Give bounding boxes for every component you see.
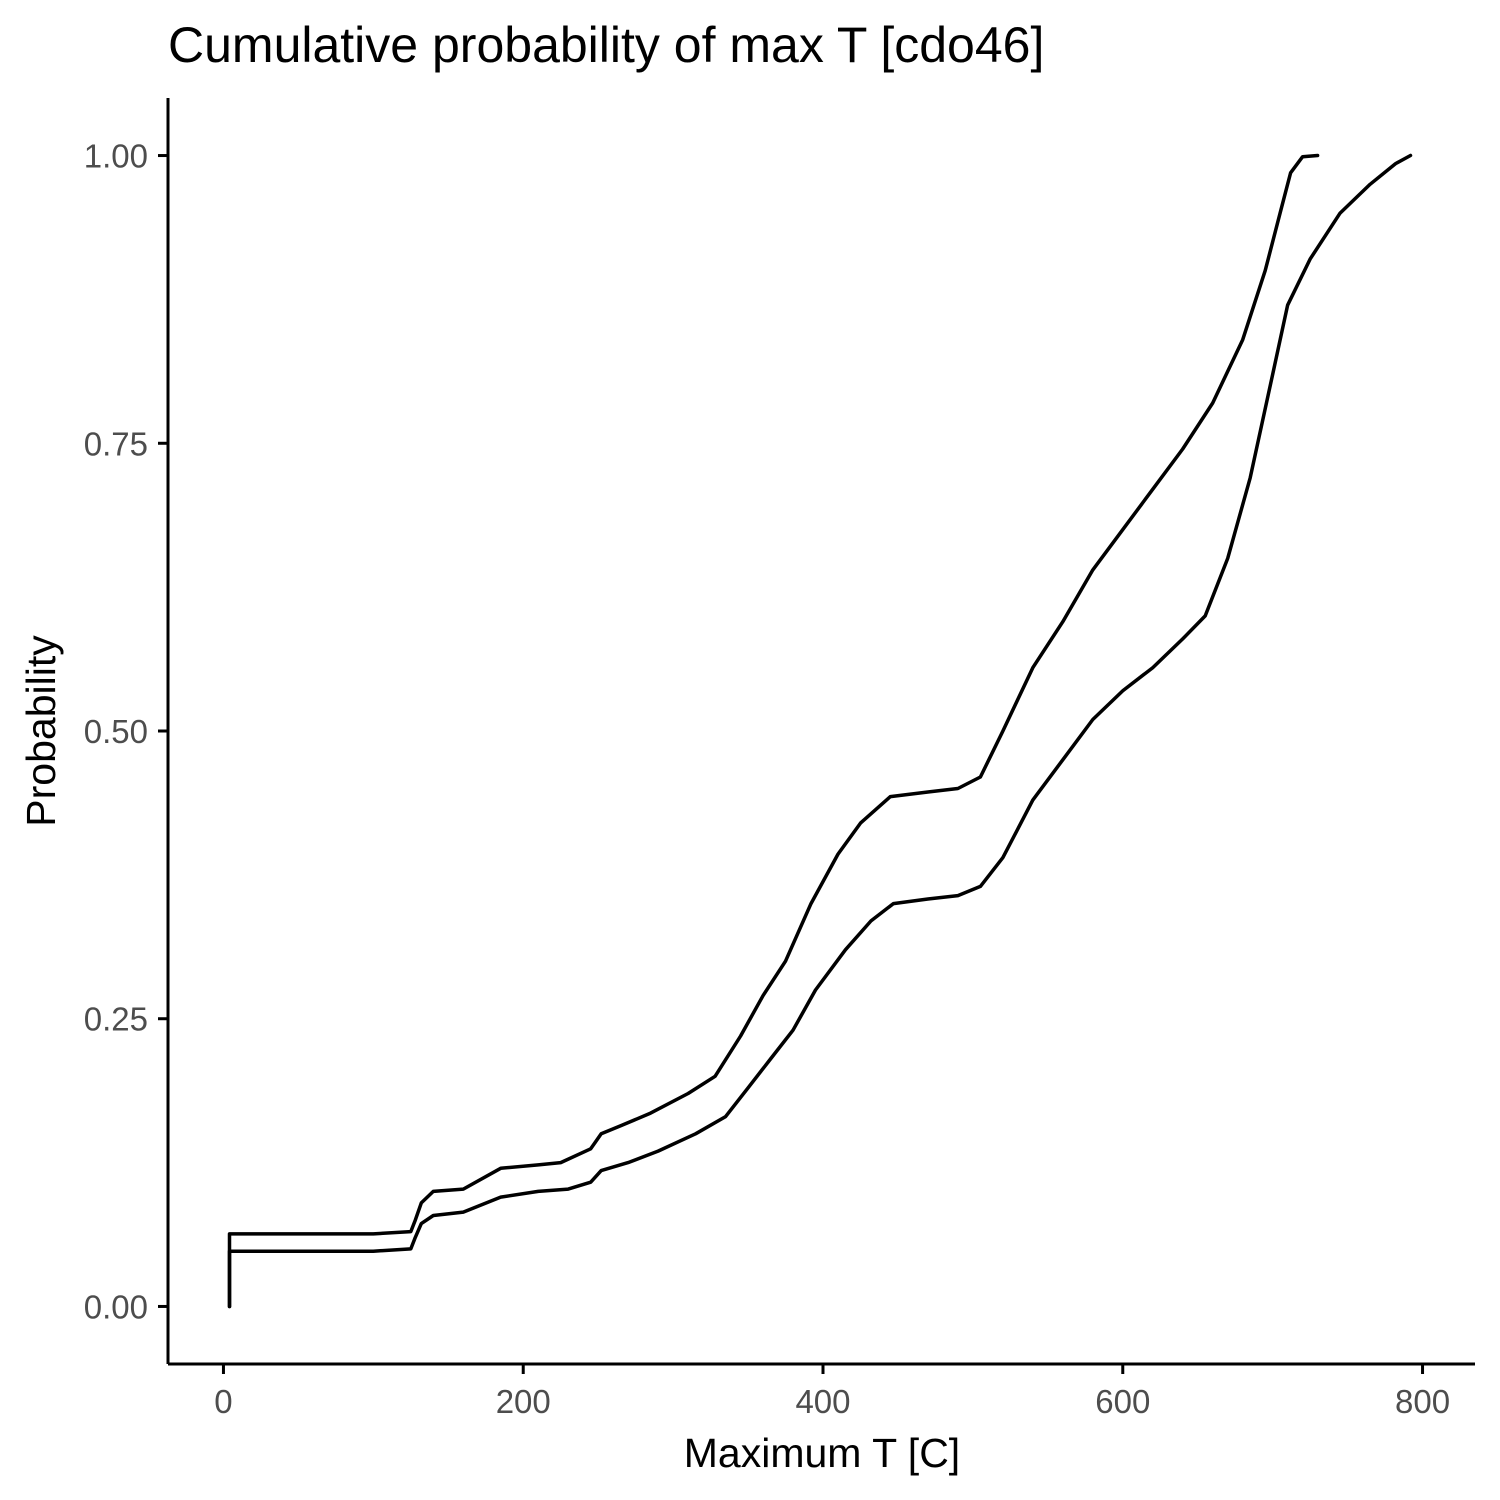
x-tick-label: 400 <box>795 1383 850 1420</box>
y-tick-label: 0.00 <box>84 1288 148 1325</box>
y-axis-title: Probability <box>18 635 64 827</box>
x-tick-label: 600 <box>1095 1383 1150 1420</box>
y-axis-ticks: 0.00 0.25 0.50 0.75 1.00 <box>84 138 168 1325</box>
y-tick-label: 1.00 <box>84 138 148 175</box>
x-tick-label: 0 <box>214 1383 232 1420</box>
x-tick-label: 200 <box>496 1383 551 1420</box>
x-tick-label: 800 <box>1395 1383 1450 1420</box>
y-tick-label: 0.50 <box>84 713 148 750</box>
x-axis-title: Maximum T [C] <box>684 1430 960 1476</box>
plot-panel <box>227 153 1413 1309</box>
x-axis-ticks: 0 200 400 600 800 <box>214 1364 1450 1420</box>
y-tick-label: 0.25 <box>84 1001 148 1038</box>
cdf-line-1 <box>227 153 1320 1309</box>
chart-title: Cumulative probability of max T [cdo46] <box>168 17 1045 73</box>
cdf-line-2 <box>227 153 1413 1309</box>
y-tick-label: 0.75 <box>84 425 148 462</box>
